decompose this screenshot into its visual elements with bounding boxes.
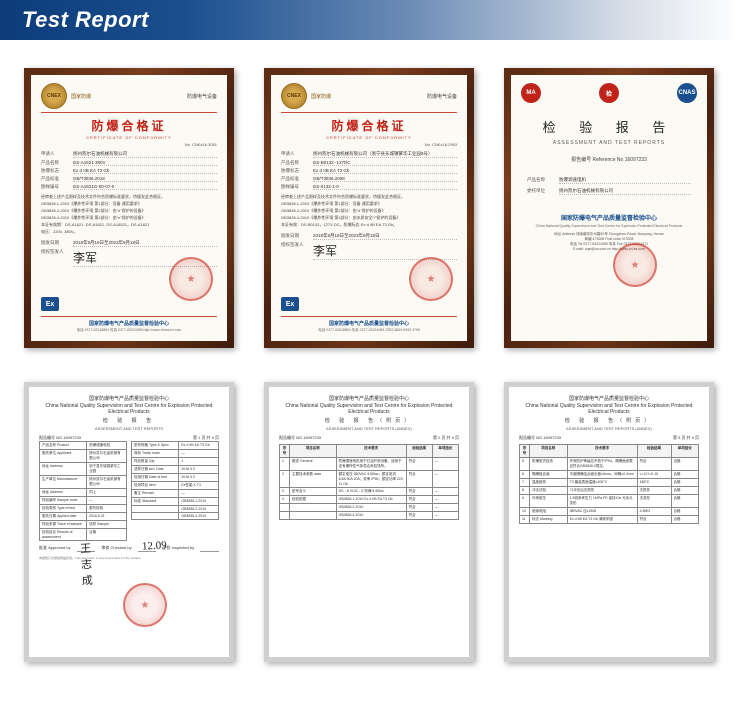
certificate-card: MA检CNAS检 验 报 告ASSESSMENT AND TEST REPORT… xyxy=(504,68,714,348)
certificate-paper: CNEX国家防爆防爆电气设备防爆合格证CERTIFICATE OF CONFOR… xyxy=(271,75,467,341)
certificate-grid: CNEX国家防爆防爆电气设备防爆合格证CERTIFICATE OF CONFOR… xyxy=(0,40,740,682)
header-bar: Test Report xyxy=(0,0,740,40)
accreditation-logo-icon: CNAS xyxy=(677,83,697,103)
certificate-paper: 国家防爆电气产品质量监督检验中心China National Quality S… xyxy=(509,387,709,657)
certificate-card: CNEX国家防爆防爆电气设备防爆合格证CERTIFICATE OF CONFOR… xyxy=(264,68,474,348)
certificate-paper: 国家防爆电气产品质量监督检验中心China National Quality S… xyxy=(29,387,229,657)
ex-mark-icon: Ex xyxy=(41,297,59,311)
accreditation-logo-icon: 检 xyxy=(599,83,619,103)
certificate-card: 国家防爆电气产品质量监督检验中心China National Quality S… xyxy=(24,382,234,662)
certificate-card: 国家防爆电气产品质量监督检验中心China National Quality S… xyxy=(504,382,714,662)
page-title: Test Report xyxy=(22,7,149,33)
certificate-paper: 国家防爆电气产品质量监督检验中心China National Quality S… xyxy=(269,387,469,657)
cnex-badge-icon: CNEX xyxy=(41,83,67,109)
accreditation-logo-icon: MA xyxy=(521,83,541,103)
cnex-badge-icon: CNEX xyxy=(281,83,307,109)
ex-mark-icon: Ex xyxy=(281,297,299,311)
red-seal-icon xyxy=(169,257,213,301)
certificate-card: 国家防爆电气产品质量监督检验中心China National Quality S… xyxy=(264,382,474,662)
red-seal-icon xyxy=(613,243,657,287)
red-seal-icon xyxy=(409,257,453,301)
certificate-card: CNEX国家防爆防爆电气设备防爆合格证CERTIFICATE OF CONFOR… xyxy=(24,68,234,348)
red-seal-icon xyxy=(123,583,167,627)
certificate-paper: MA检CNAS检 验 报 告ASSESSMENT AND TEST REPORT… xyxy=(511,75,707,341)
certificate-paper: CNEX国家防爆防爆电气设备防爆合格证CERTIFICATE OF CONFOR… xyxy=(31,75,227,341)
